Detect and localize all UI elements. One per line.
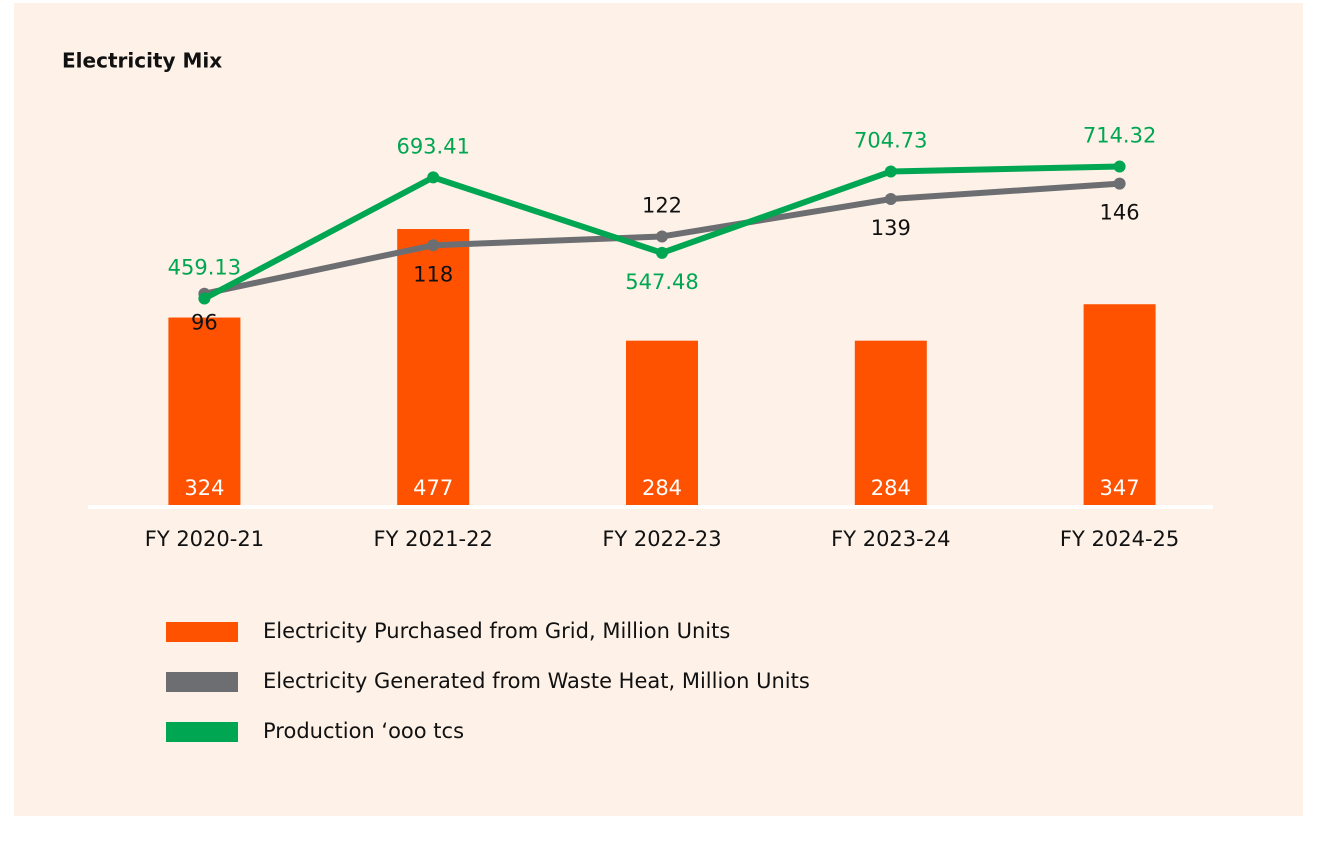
line-point	[198, 292, 211, 305]
line-value-label: 96	[191, 311, 218, 335]
line-value-label: 704.73	[854, 129, 927, 153]
line-point	[1113, 177, 1126, 190]
line-point	[656, 230, 668, 243]
line-point	[656, 246, 668, 259]
line-value-label: 693.41	[396, 134, 469, 158]
line-value-label: 146	[1100, 201, 1140, 225]
line-point	[427, 171, 440, 184]
bar	[1083, 304, 1156, 505]
bar-value-label: 347	[1100, 476, 1140, 500]
bar-value-label: 477	[413, 476, 453, 500]
legend-swatch	[166, 622, 238, 642]
legend-swatch	[166, 722, 238, 742]
bar	[626, 340, 698, 505]
x-tick-label: FY 2023-24	[831, 527, 950, 551]
bar-value-label: 284	[871, 476, 911, 500]
legend-swatch	[166, 672, 238, 692]
legend-label: Electricity Generated from Waste Heat, M…	[263, 669, 810, 693]
line-point	[427, 239, 440, 252]
legend-label: Electricity Purchased from Grid, Million…	[263, 619, 730, 643]
bar-value-label: 324	[184, 476, 224, 500]
line-value-label: 139	[871, 216, 911, 240]
x-tick-label: FY 2020-21	[145, 527, 264, 551]
line-value-label: 122	[642, 193, 682, 217]
x-tick-label: FY 2024-25	[1060, 527, 1179, 551]
bar	[168, 317, 241, 505]
line-value-label: 714.32	[1083, 124, 1156, 148]
x-tick-label: FY 2021-22	[374, 527, 493, 551]
legend-label: Production ‘ooo tcs	[263, 719, 464, 743]
bar-value-label: 284	[642, 476, 682, 500]
line-value-label: 459.13	[168, 256, 241, 280]
line-value-label: 118	[413, 262, 453, 286]
line-point	[1113, 160, 1126, 173]
bar	[397, 229, 470, 505]
line-point	[884, 165, 897, 178]
line-point	[884, 193, 897, 206]
chart-title: Electricity Mix	[62, 49, 222, 73]
line-value-label: 547.48	[625, 270, 698, 294]
x-tick-label: FY 2022-23	[602, 527, 721, 551]
bar	[854, 340, 927, 505]
